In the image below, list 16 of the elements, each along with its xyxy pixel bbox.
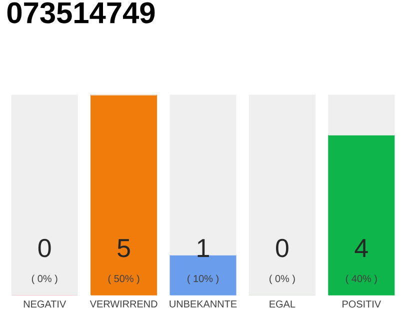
data-label: 4 — [354, 239, 368, 257]
annotation: ( 0% ) — [32, 274, 58, 284]
x-tick-label: VERWIRREND — [90, 300, 158, 308]
x-tick-label: EGAL — [270, 300, 296, 308]
data-label: 1 — [198, 239, 209, 257]
data-label: 5 — [118, 239, 130, 258]
annotation: ( 0% ) — [270, 274, 295, 284]
annotation: ( 40% ) — [346, 274, 377, 284]
chart-title: 073514749 — [7, 2, 155, 24]
x-tick-label: POSITIV — [342, 300, 382, 308]
annotation: ( 10% ) — [188, 274, 218, 284]
x-tick-label: UNBEKANNTE — [170, 300, 237, 308]
x-tick-label: NEGATIV — [24, 300, 66, 308]
data-label: 0 — [276, 238, 288, 258]
annotation: ( 50% ) — [108, 274, 140, 284]
data-label: 0 — [38, 238, 51, 258]
